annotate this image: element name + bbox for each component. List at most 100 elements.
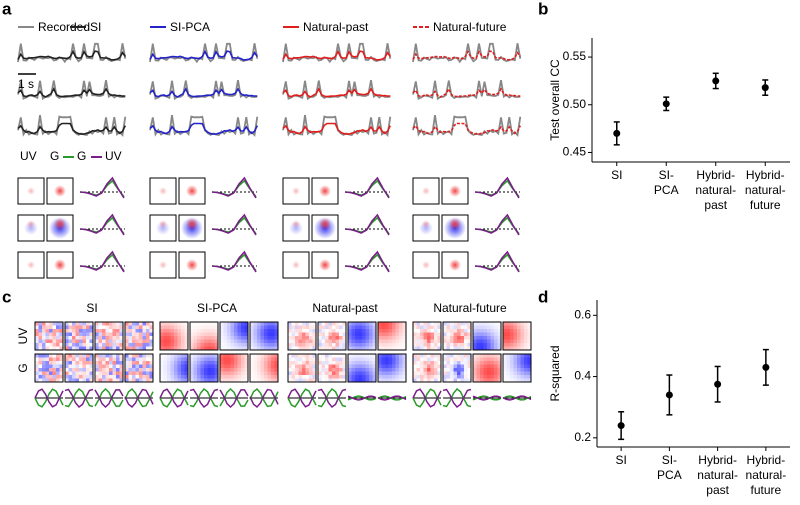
filter-pixel (119, 357, 124, 362)
x-tick-label: SI-PCA (654, 168, 679, 197)
filter-pixel (339, 361, 343, 365)
filter-pixel (271, 371, 275, 376)
filter-pixel (348, 343, 352, 347)
filter-pixel (318, 354, 322, 358)
recorded-trace (282, 114, 392, 137)
filter-pixel (244, 378, 249, 383)
filter-pixel (413, 357, 417, 362)
filter-pixel (167, 375, 171, 379)
filter-pixel (146, 329, 150, 333)
filter-pixel (190, 343, 194, 347)
filter-pixel (214, 339, 219, 344)
filter-pixel (135, 343, 140, 347)
filter-pixel (392, 329, 396, 333)
filter-spot (422, 261, 430, 269)
filter-pixel (295, 329, 299, 333)
filter-pixel (467, 332, 472, 337)
filter-pixel (351, 343, 356, 347)
temporal-kernel (124, 388, 154, 408)
filter-pixel (112, 375, 117, 379)
filter-pixel (381, 339, 386, 344)
filter-pixel (193, 354, 198, 358)
filter-pixel (207, 368, 212, 372)
filter-spot (292, 261, 300, 269)
filter-pixel (223, 375, 228, 379)
filter-pixel (227, 322, 231, 326)
filter-pixel (223, 343, 228, 347)
filter-pixel (45, 368, 50, 372)
filter-pixel (271, 325, 275, 330)
filter-pixel (388, 339, 393, 344)
filter-pixel (65, 325, 69, 330)
filter-pixel (75, 346, 80, 351)
filter-pixel (72, 346, 76, 351)
filter-pixel (105, 357, 110, 362)
filter-pixel (335, 371, 340, 376)
filter-pixel (443, 378, 447, 383)
column-title: Natural-past (312, 301, 378, 315)
filter-pixel (35, 325, 39, 330)
point (714, 380, 722, 388)
filter-pixel (223, 364, 228, 369)
filter-pixel (450, 375, 454, 379)
filter-pixel (200, 354, 205, 358)
filter-pixel (427, 322, 431, 326)
filter-pixel (430, 346, 435, 351)
filter-pixel (146, 336, 150, 340)
filter-pixel (253, 332, 258, 337)
filter-pixel (253, 357, 258, 362)
filter-pixel (68, 361, 73, 365)
filter-pixel (434, 322, 438, 326)
filter-pixel (72, 368, 76, 372)
filter-pixel (79, 322, 83, 326)
filter-pixel (132, 368, 136, 372)
filter-pixel (355, 378, 359, 383)
filter-pixel (483, 339, 488, 344)
filter-pixel (423, 357, 428, 362)
filter-pixel (513, 325, 518, 330)
filter-pixel (392, 322, 396, 326)
filter-pixel (230, 339, 235, 344)
filter-pixel (241, 364, 245, 369)
filter-pixel (116, 329, 120, 333)
filter-pixel (434, 325, 438, 330)
filter-pixel (257, 336, 261, 340)
filter-pixel (244, 371, 249, 376)
filter-pixel (388, 332, 393, 337)
filter-pixel (193, 361, 198, 365)
filter-pixel (250, 361, 254, 365)
filter-pixel (109, 371, 113, 376)
filter-pixel (132, 378, 136, 383)
filter-pixel (234, 354, 238, 358)
filter-pixel (174, 354, 178, 358)
filter-pixel (95, 364, 99, 369)
filter-pixel (257, 378, 261, 383)
filter-pixel (381, 346, 386, 351)
filter-pixel (184, 357, 189, 362)
filter-pixel (42, 325, 46, 330)
filter-pixel (321, 322, 326, 326)
recorded-trace (17, 80, 126, 101)
filter-pixel (321, 325, 326, 330)
filter-pixel (302, 354, 306, 358)
filter-pixel (423, 378, 428, 383)
filter-pixel (167, 339, 171, 344)
filter-pixel (267, 364, 272, 369)
filter-pixel (309, 364, 313, 369)
filter-pixel (72, 339, 76, 344)
filter-pixel (112, 378, 117, 383)
filter-pixel (381, 364, 386, 369)
filter-pixel (385, 329, 389, 333)
filter-pixel (480, 329, 484, 333)
filter-pixel (35, 357, 39, 362)
filter-pixel (59, 357, 64, 362)
filter-pixel (298, 371, 303, 376)
filter-pixel (163, 357, 168, 362)
filter-pixel (234, 357, 238, 362)
filter-pixel (381, 371, 386, 376)
filter-pixel (59, 336, 64, 340)
filter-pixel (271, 354, 275, 358)
filter-pixel (503, 339, 507, 344)
filter-pixel (483, 322, 488, 326)
filter-pixel (302, 336, 306, 340)
